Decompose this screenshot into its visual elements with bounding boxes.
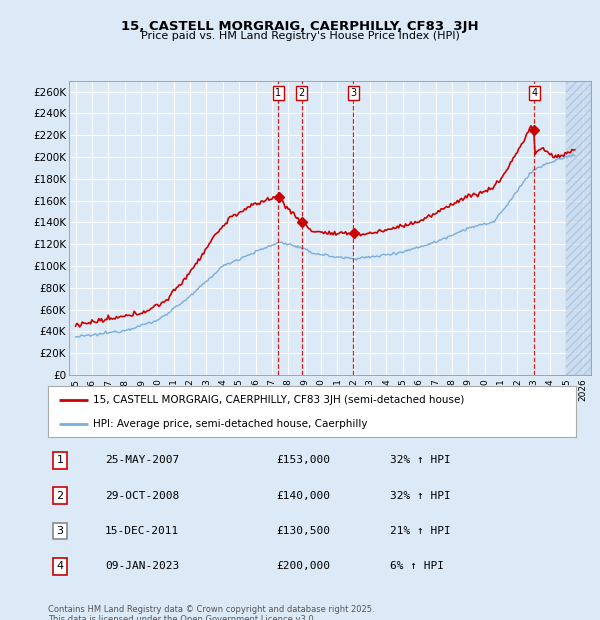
Bar [566, 81, 591, 375]
Text: 1: 1 [275, 88, 281, 98]
Text: 09-JAN-2023: 09-JAN-2023 [105, 561, 179, 572]
Text: £153,000: £153,000 [276, 455, 330, 466]
Text: 32% ↑ HPI: 32% ↑ HPI [390, 490, 451, 501]
Text: HPI: Average price, semi-detached house, Caerphilly: HPI: Average price, semi-detached house,… [93, 419, 367, 430]
Text: 4: 4 [56, 561, 64, 572]
Text: £140,000: £140,000 [276, 490, 330, 501]
Text: 15, CASTELL MORGRAIG, CAERPHILLY, CF83 3JH (semi-detached house): 15, CASTELL MORGRAIG, CAERPHILLY, CF83 3… [93, 396, 464, 405]
Text: 15, CASTELL MORGRAIG, CAERPHILLY, CF83  3JH: 15, CASTELL MORGRAIG, CAERPHILLY, CF83 3… [121, 20, 479, 33]
Text: 2: 2 [56, 490, 64, 501]
Text: 6% ↑ HPI: 6% ↑ HPI [390, 561, 444, 572]
Text: 32% ↑ HPI: 32% ↑ HPI [390, 455, 451, 466]
Text: 25-MAY-2007: 25-MAY-2007 [105, 455, 179, 466]
Text: 3: 3 [56, 526, 64, 536]
Text: 4: 4 [531, 88, 537, 98]
Text: Price paid vs. HM Land Registry's House Price Index (HPI): Price paid vs. HM Land Registry's House … [140, 31, 460, 41]
Text: 1: 1 [56, 455, 64, 466]
Text: 3: 3 [350, 88, 356, 98]
Text: £130,500: £130,500 [276, 526, 330, 536]
Text: 15-DEC-2011: 15-DEC-2011 [105, 526, 179, 536]
Text: £200,000: £200,000 [276, 561, 330, 572]
Text: Contains HM Land Registry data © Crown copyright and database right 2025.
This d: Contains HM Land Registry data © Crown c… [48, 604, 374, 620]
Text: 29-OCT-2008: 29-OCT-2008 [105, 490, 179, 501]
Text: 21% ↑ HPI: 21% ↑ HPI [390, 526, 451, 536]
Text: 2: 2 [299, 88, 305, 98]
